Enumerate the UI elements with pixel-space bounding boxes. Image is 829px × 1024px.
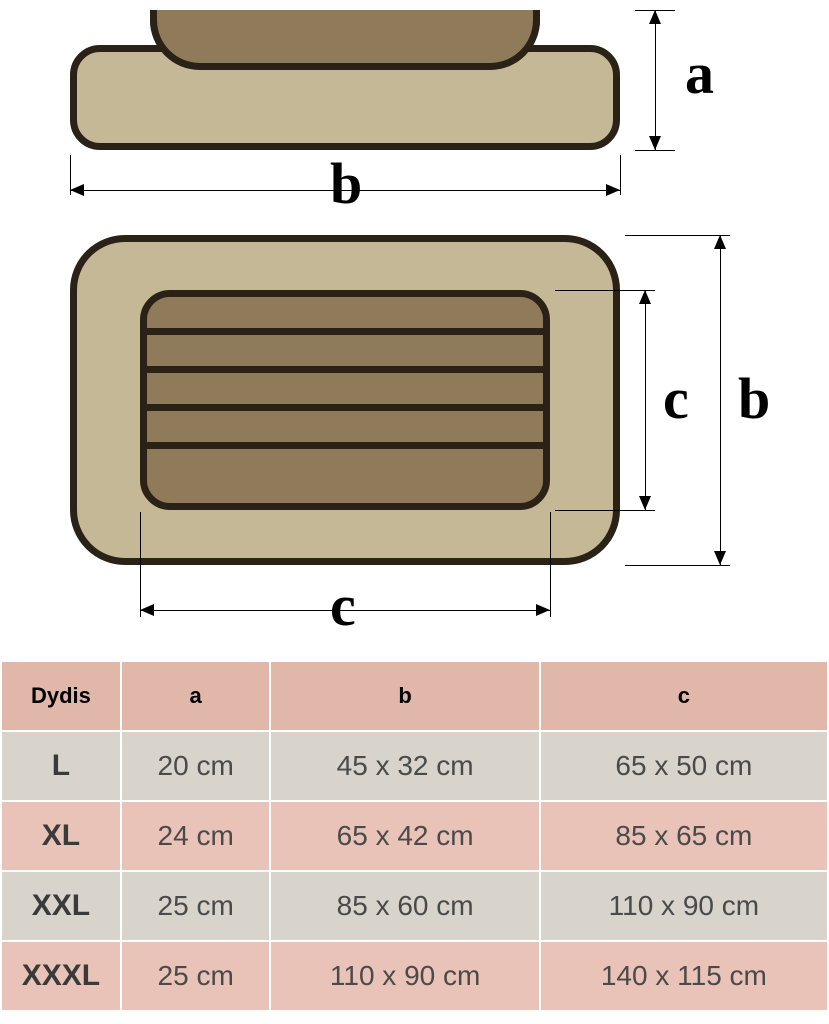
dim-c-h-arrow-l: [140, 604, 154, 616]
dim-b1-arrow-l: [70, 184, 84, 196]
dim-b1-arrow-r: [606, 184, 620, 196]
dimension-diagram: a b c b: [0, 0, 829, 660]
cell-c: 85 x 65 cm: [540, 801, 828, 871]
cell-b: 45 x 32 cm: [270, 731, 539, 801]
size-table: Dydisabc L20 cm45 x 32 cm65 x 50 cmXL24 …: [0, 660, 829, 1012]
side-view: [70, 10, 620, 150]
table-row: XXXL25 cm110 x 90 cm140 x 115 cm: [1, 941, 828, 1011]
cell-b: 85 x 60 cm: [270, 871, 539, 941]
dim-a-line: [655, 10, 656, 150]
top-view-inner: [140, 290, 550, 510]
cell-b: 65 x 42 cm: [270, 801, 539, 871]
cell-c: 110 x 90 cm: [540, 871, 828, 941]
table-row: XXL25 cm85 x 60 cm110 x 90 cm: [1, 871, 828, 941]
dim-label-c-vert: c: [663, 365, 689, 432]
cushion-stripe: [147, 373, 543, 411]
dim-label-a: a: [685, 40, 714, 107]
cell-c: 65 x 50 cm: [540, 731, 828, 801]
table-header-row: Dydisabc: [1, 661, 828, 731]
dim-c-v-arrow-d: [639, 496, 651, 510]
dim-c-v-line: [645, 290, 646, 510]
side-view-inner-overlay: [150, 10, 540, 70]
cell-c: 140 x 115 cm: [540, 941, 828, 1011]
dim-c-v-arrow-u: [639, 290, 651, 304]
col-header-a: a: [121, 661, 271, 731]
cell-size: XL: [1, 801, 121, 871]
cell-a: 24 cm: [121, 801, 271, 871]
dim-label-c-horiz: c: [330, 572, 356, 639]
table-body: L20 cm45 x 32 cm65 x 50 cmXL24 cm65 x 42…: [1, 731, 828, 1011]
dim-b-v-line: [720, 235, 721, 565]
dim-c-h-ext-r: [550, 512, 551, 617]
dim-b-v-arrow-u: [714, 235, 726, 249]
table-row: XL24 cm65 x 42 cm85 x 65 cm: [1, 801, 828, 871]
dim-b-v-ext-b: [625, 565, 730, 566]
dim-a-arrow-down: [649, 136, 661, 150]
cell-size: L: [1, 731, 121, 801]
cushion-stripe: [147, 449, 543, 487]
cell-size: XXL: [1, 871, 121, 941]
top-view: [70, 235, 620, 565]
dim-a-ext-bot: [635, 150, 675, 151]
dim-c-v-ext-b: [555, 510, 655, 511]
cell-a: 25 cm: [121, 871, 271, 941]
table-row: L20 cm45 x 32 cm65 x 50 cm: [1, 731, 828, 801]
dim-c-h-arrow-r: [536, 604, 550, 616]
dim-a-arrow-up: [649, 10, 661, 24]
cushion-stripe: [147, 335, 543, 373]
dim-label-b-vert: b: [738, 365, 770, 432]
cell-a: 25 cm: [121, 941, 271, 1011]
cell-b: 110 x 90 cm: [270, 941, 539, 1011]
dim-label-b-side: b: [330, 150, 362, 217]
page-container: a b c b: [0, 0, 829, 1012]
dim-b-v-arrow-d: [714, 551, 726, 565]
col-header-b: b: [270, 661, 539, 731]
cushion-stripe: [147, 297, 543, 335]
dim-b1-ext-r: [620, 155, 621, 195]
col-header-size: Dydis: [1, 661, 121, 731]
cell-size: XXXL: [1, 941, 121, 1011]
cushion-stripe: [147, 411, 543, 449]
dim-c-h-ext-l: [140, 512, 141, 617]
cell-a: 20 cm: [121, 731, 271, 801]
col-header-c: c: [540, 661, 828, 731]
